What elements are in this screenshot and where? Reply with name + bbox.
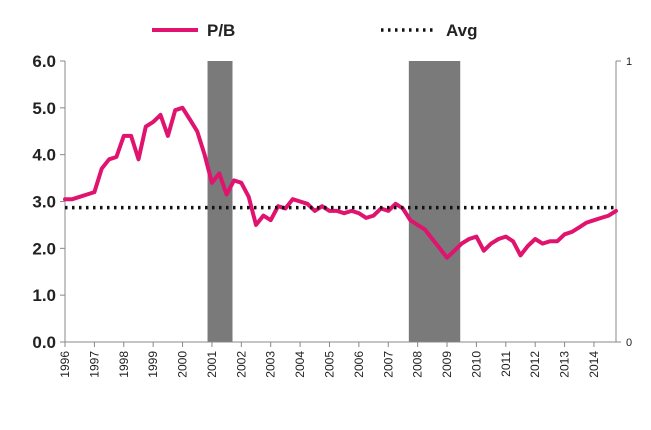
y-tick-label: 0.0 <box>32 333 56 352</box>
legend: P/B Avg <box>152 21 478 40</box>
shaded-band-1 <box>408 61 461 342</box>
x-tick-label: 1998 <box>117 351 131 378</box>
y-tick-label: 2.0 <box>32 239 56 258</box>
legend-avg-label: Avg <box>446 21 478 40</box>
recession-shading <box>207 61 461 342</box>
x-tick-label: 2010 <box>469 351 483 378</box>
y-tick-label: 3.0 <box>32 193 56 212</box>
y-tick-label: 1.0 <box>32 286 56 305</box>
x-tick-label: 2000 <box>176 351 190 378</box>
series-line-p-b <box>63 105 618 260</box>
series-layer <box>63 105 618 260</box>
x-tick-label: 1996 <box>58 351 72 378</box>
x-tick-label: 2009 <box>440 351 454 378</box>
left-axis-ticks: 0.0 1.0 2.0 3.0 4.0 5.0 6.0 <box>32 52 65 352</box>
x-tick-label: 2004 <box>293 351 307 378</box>
x-tick-label: 1997 <box>87 351 101 378</box>
x-tick-label: 2012 <box>528 351 542 378</box>
x-tick-label: 2007 <box>381 351 395 378</box>
shaded-band-0 <box>207 61 233 342</box>
y-tick-label: 4.0 <box>32 146 56 165</box>
x-tick-label: 2006 <box>352 351 366 378</box>
x-tick-label: 2011 <box>499 351 513 377</box>
x-tick-label: 2014 <box>587 351 601 378</box>
x-tick-label: 2013 <box>558 351 572 378</box>
right-axis-ticks: 01 <box>616 56 632 349</box>
y-tick-label: 6.0 <box>32 52 56 71</box>
x-tick-label: 2001 <box>205 351 219 378</box>
x-axis-ticks: 1996 1997 1998 1999 2000 2001 2002 2003 2004 2005… <box>58 342 601 378</box>
x-tick-label: 2008 <box>411 351 425 378</box>
x-tick-label: 2005 <box>322 351 336 378</box>
axes <box>64 61 617 343</box>
x-tick-label: 2002 <box>234 351 248 378</box>
x-tick-label: 1999 <box>146 351 160 378</box>
y2-tick-label: 1 <box>626 56 632 68</box>
legend-pb-label: P/B <box>207 21 235 40</box>
y-tick-label: 5.0 <box>32 99 56 118</box>
y2-tick-label: 0 <box>626 337 632 349</box>
x-tick-label: 2003 <box>264 351 278 378</box>
